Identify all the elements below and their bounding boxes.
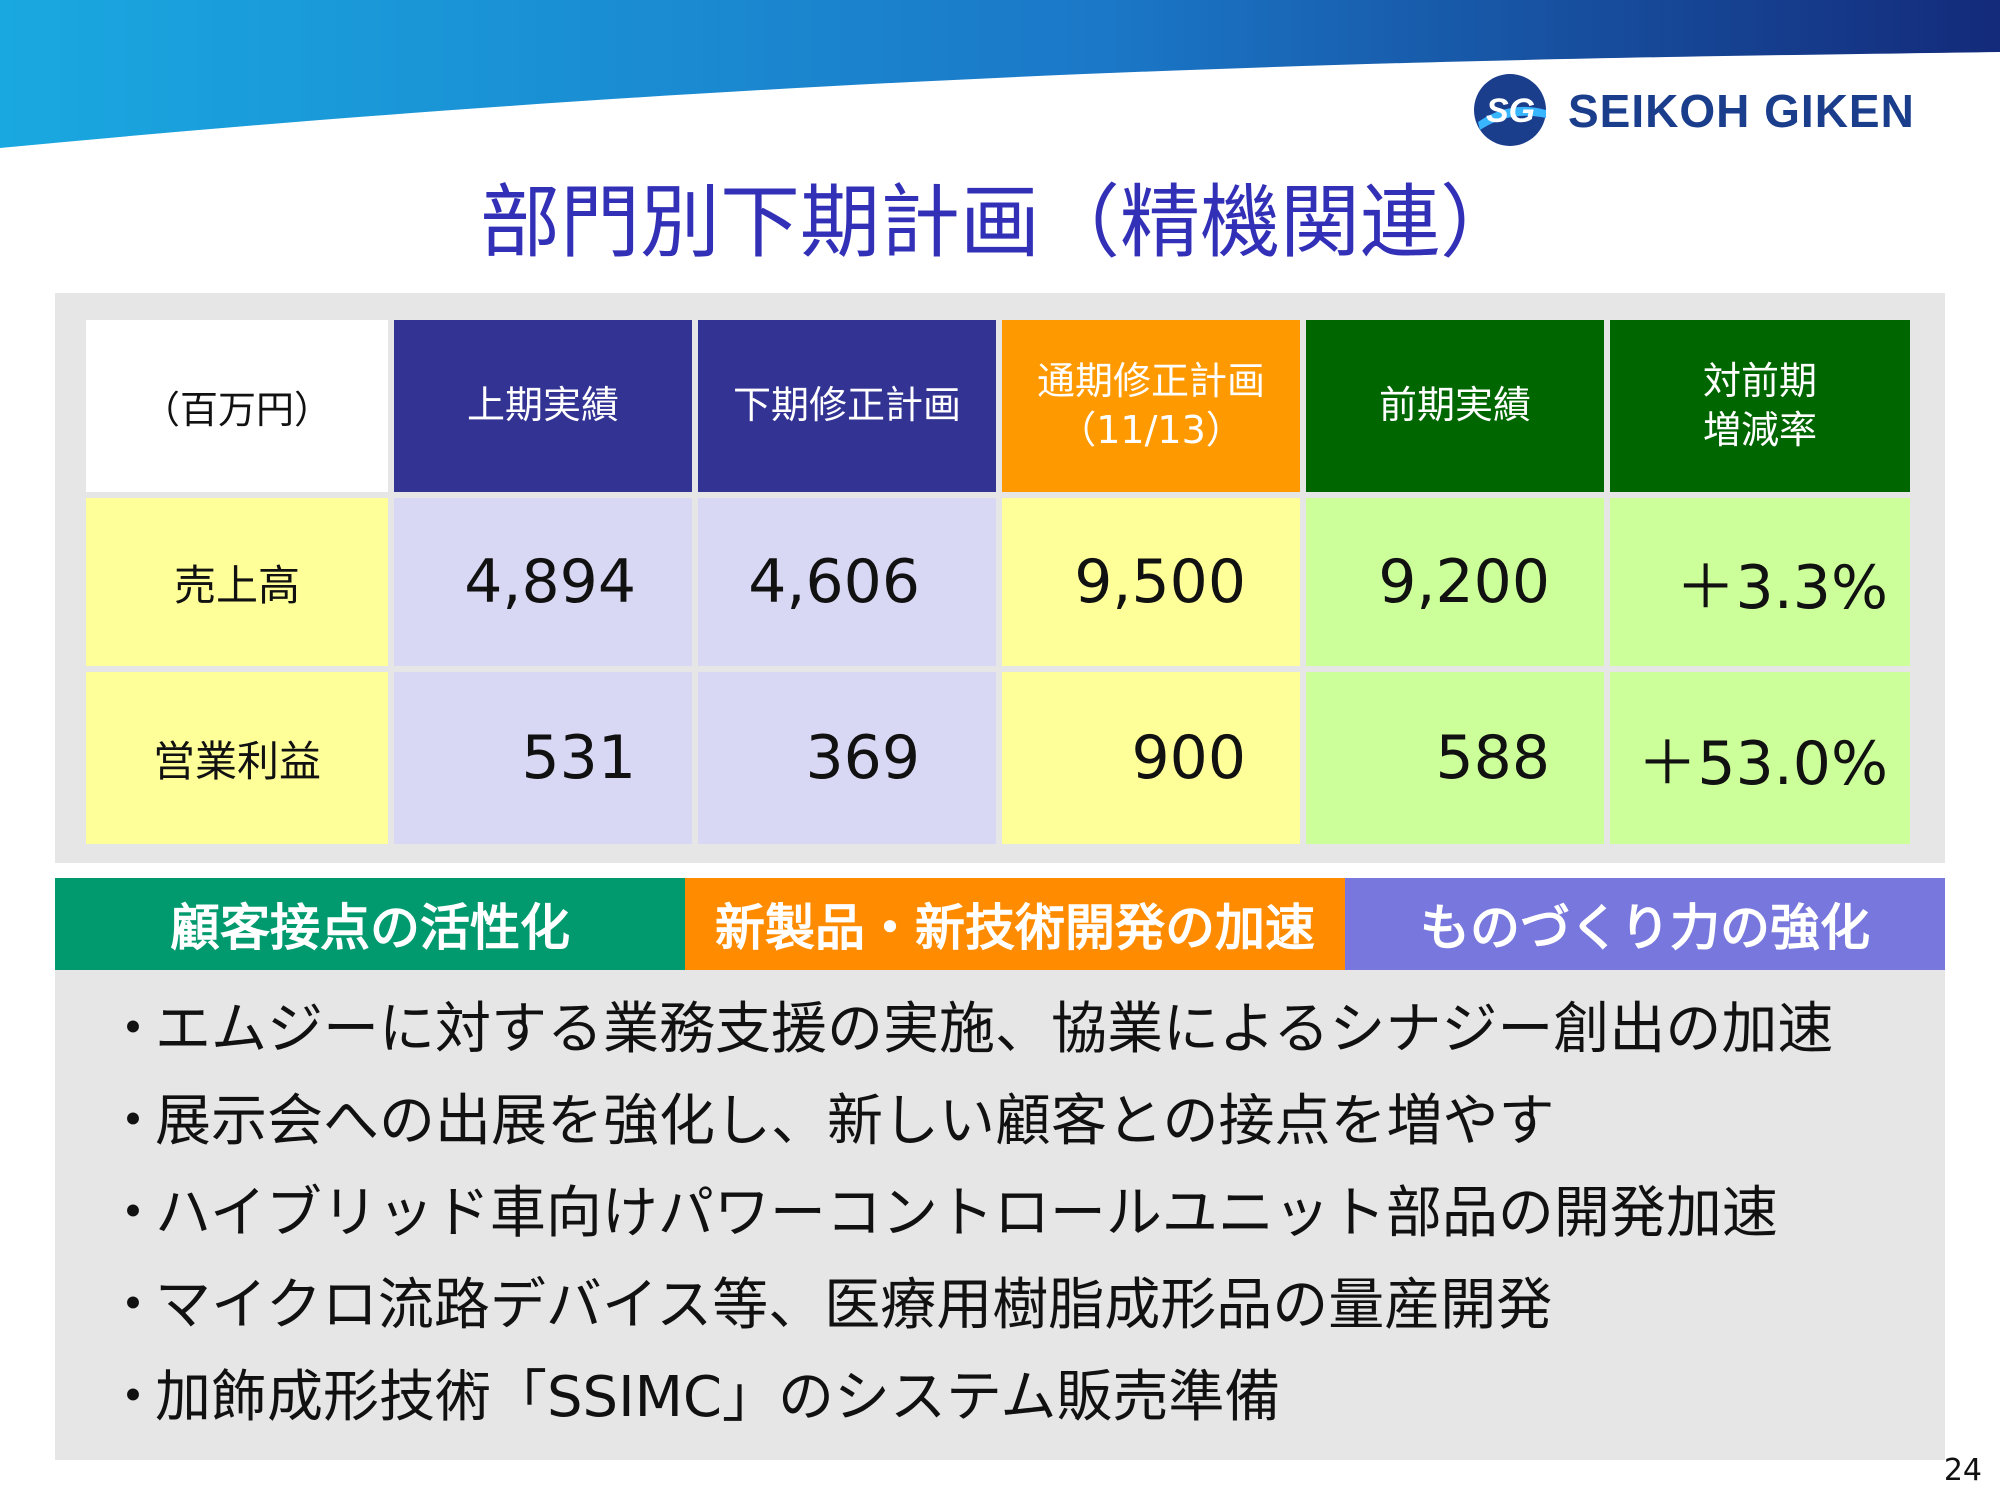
bullet-list: ・エムジーに対する業務支援の実施、協業によるシナジー創出の加速 ・展示会への出展… (55, 970, 1945, 1460)
table-cell: 9,200 (1306, 498, 1604, 666)
unit-label: （百万円） (86, 320, 388, 492)
row-label-sales: 売上高 (86, 498, 388, 666)
table-cell: 4,606 (698, 498, 996, 666)
company-logo: SG SEIKOH GIKEN (1470, 70, 1970, 150)
col-header-h1-actual: 上期実績 (394, 320, 692, 492)
col-header-prev-year-actual: 前期実績 (1306, 320, 1604, 492)
bullet-marker: ・ (105, 1181, 161, 1246)
bullet-marker: ・ (105, 1089, 161, 1154)
col-header-h2-revised-plan: 下期修正計画 (698, 320, 996, 492)
banner-new-product-development: 新製品・新技術開発の加速 (685, 878, 1345, 970)
page-title: 部門別下期計画（精機関連） (480, 176, 1520, 269)
row-label-operating-profit: 営業利益 (86, 672, 388, 844)
banner-customer-engagement: 顧客接点の活性化 (55, 878, 685, 970)
table-cell: 900 (1002, 672, 1300, 844)
sg-logo-icon: SG (1474, 74, 1546, 146)
table-cell: 588 (1306, 672, 1604, 844)
page-number: 24 (1943, 1453, 1982, 1488)
col-header-fy-revised-plan: 通期修正計画 （11/13） (1002, 320, 1300, 492)
col-header-yoy-change: 対前期 増減率 (1610, 320, 1910, 492)
bullet-marker: ・ (105, 1365, 161, 1430)
list-item: ・ハイブリッド車向けパワーコントロールユニット部品の開発加速 (105, 1174, 1778, 1254)
table-cell: 9,500 (1002, 498, 1300, 666)
bullet-marker: ・ (105, 997, 161, 1062)
table-cell: 531 (394, 672, 692, 844)
banner-manufacturing-strength: ものづくり力の強化 (1345, 878, 1945, 970)
svg-text:SG: SG (1486, 92, 1535, 130)
table-cell: 369 (698, 672, 996, 844)
bullet-marker: ・ (105, 1273, 161, 1338)
list-item: ・展示会への出展を強化し、新しい顧客との接点を増やす (105, 1082, 1554, 1162)
table-cell: 4,894 (394, 498, 692, 666)
table-cell: ＋3.3% (1610, 498, 1910, 666)
logo-wordmark: SEIKOH GIKEN (1568, 85, 1915, 137)
list-item: ・エムジーに対する業務支援の実施、協業によるシナジー創出の加速 (105, 990, 1833, 1070)
list-item: ・加飾成形技術「SSIMC」のシステム販売準備 (105, 1358, 1280, 1438)
list-item: ・マイクロ流路デバイス等、医療用樹脂成形品の量産開発 (105, 1266, 1552, 1346)
header-swoosh (0, 0, 2000, 148)
table-cell: ＋53.0% (1610, 672, 1910, 844)
